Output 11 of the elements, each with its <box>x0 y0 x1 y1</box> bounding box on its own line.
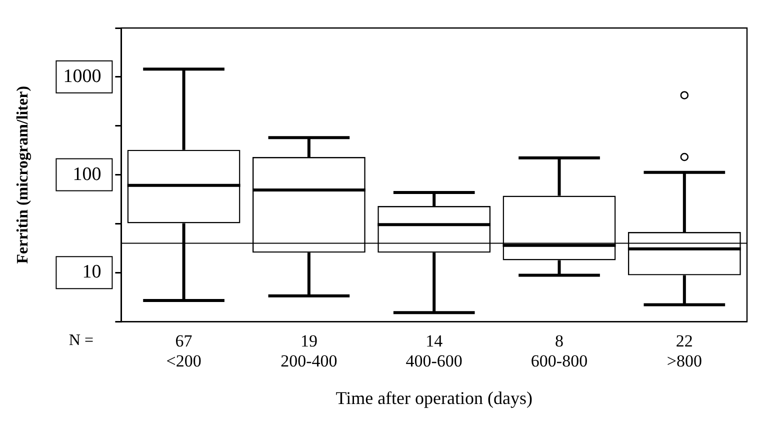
x-tick-label: 19 200-400 <box>280 331 338 371</box>
x-tick-label: 14 400-600 <box>406 331 462 371</box>
y-tick-label: 10 <box>82 262 102 283</box>
y-tick-label: 1000 <box>63 66 102 87</box>
y-axis-title: Ferritin (microgram/liter) <box>14 86 32 264</box>
x-tick-label: 22 >800 <box>666 331 702 371</box>
x-tick-label: 67 <200 <box>166 331 202 371</box>
text: N = <box>68 332 94 349</box>
x-tick-label: 8 600-800 <box>530 331 588 371</box>
y-tick-label: 100 <box>72 164 102 185</box>
x-axis-title: Time after operation (days) <box>336 388 532 408</box>
